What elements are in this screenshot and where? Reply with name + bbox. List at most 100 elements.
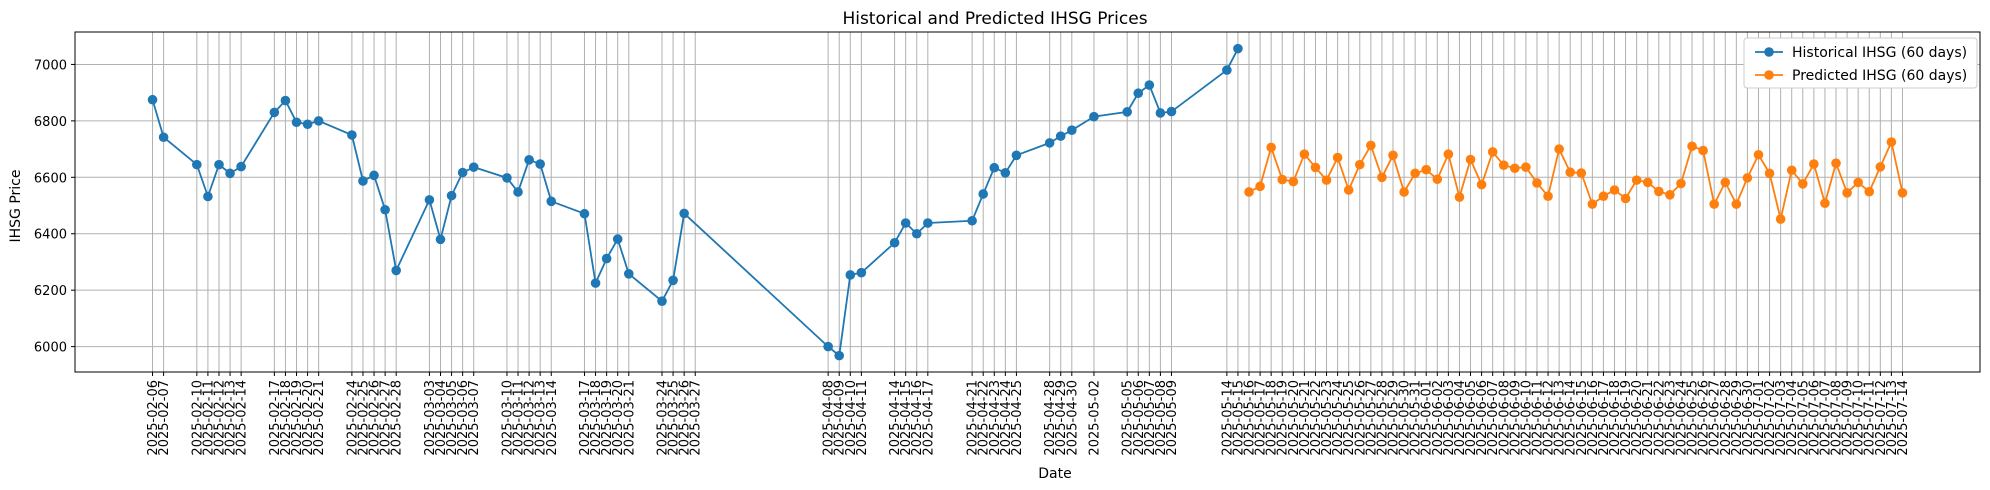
x-tick-label: 2025-07-02 (1763, 380, 1778, 456)
data-point (579, 208, 590, 219)
x-tick-label: 2025-04-30 (1065, 380, 1080, 456)
x-tick-label: 2025-02-07 (157, 380, 172, 456)
plot-frame (74, 31, 1981, 373)
data-point (1698, 145, 1708, 156)
x-tick-label: 2025-05-23 (1320, 380, 1335, 456)
y-tick-label: 6400 (34, 228, 67, 243)
data-point (1642, 177, 1653, 188)
data-point (1299, 149, 1310, 159)
data-point (1764, 168, 1775, 179)
grid-layer (75, 32, 1980, 372)
x-tick-label: 2025-07-03 (1774, 380, 1789, 456)
x-tick-label: 2025-03-12 (523, 380, 538, 456)
x-tick-label: 2025-02-28 (390, 380, 405, 456)
data-point (1266, 142, 1276, 153)
y-tick-label: 6000 (34, 341, 67, 356)
y-tick-label: 6800 (34, 115, 67, 130)
data-point (1875, 162, 1886, 172)
data-point (391, 265, 401, 276)
x-tick-label: 2025-07-12 (1874, 380, 1889, 456)
x-tick-label: 2025-05-08 (1154, 380, 1169, 456)
data-point (1831, 158, 1841, 169)
data-point (1897, 188, 1908, 198)
data-point (1476, 179, 1487, 190)
data-point (1521, 162, 1531, 172)
legend-label-predicted: Predicted IHSG (60 days) (1792, 68, 1967, 84)
x-tick-label: 2025-04-22 (977, 380, 992, 456)
data-point (1432, 174, 1443, 185)
data-point (1742, 173, 1753, 183)
data-point (1377, 172, 1387, 183)
data-point (1731, 199, 1742, 209)
x-tick-label: 2025-06-11 (1530, 380, 1545, 456)
x-tick-label: 2025-06-17 (1597, 380, 1612, 456)
x-tick-label: 2025-07-10 (1852, 380, 1867, 456)
x-tick-label: 2025-02-25 (356, 380, 371, 456)
data-point (1166, 106, 1177, 117)
data-point (1122, 107, 1132, 117)
data-point (1410, 168, 1420, 179)
data-point (1853, 177, 1863, 188)
data-point (158, 132, 169, 143)
x-tick-label: 2025-03-27 (689, 380, 704, 456)
data-point (1775, 214, 1786, 224)
x-tick-label: 2025-02-20 (301, 380, 316, 456)
data-point (978, 189, 988, 199)
data-point (1067, 125, 1077, 135)
x-tick-label: 2025-03-11 (512, 380, 527, 456)
legend-box (1743, 37, 1978, 89)
data-point (668, 275, 678, 286)
x-tick-label: 2025-03-20 (611, 380, 626, 456)
x-tick-label: 2025-03-26 (678, 380, 693, 456)
x-tick-label: 2025-05-24 (1331, 380, 1346, 456)
x-tick-label: 2025-06-05 (1464, 380, 1479, 456)
legend: Historical IHSG (60 days) Predicted IHSG… (1743, 37, 1978, 89)
data-point (1443, 149, 1454, 159)
data-point (524, 155, 534, 165)
x-tick-label: 2025-02-27 (379, 380, 394, 456)
data-point (1133, 88, 1144, 99)
x-tick-label: 2025-02-14 (235, 380, 250, 456)
x-tick-label: 2025-06-13 (1553, 380, 1568, 456)
x-tick-label: 2025-02-21 (312, 380, 327, 456)
data-point (1665, 190, 1675, 200)
x-tick-label: 2025-05-20 (1287, 380, 1302, 456)
x-tick-label: 2025-02-13 (224, 380, 239, 456)
x-tick-label: 2025-06-21 (1641, 380, 1656, 456)
data-point (1864, 186, 1875, 197)
x-tick-label: 2025-03-14 (545, 380, 560, 456)
data-point (1421, 164, 1432, 175)
data-point (1510, 163, 1520, 174)
x-tick-label: 2025-05-30 (1398, 380, 1413, 456)
x-tick-label: 2025-06-09 (1508, 380, 1523, 456)
data-point (269, 107, 280, 118)
x-tick-label: 2025-03-05 (445, 380, 460, 456)
data-point (1687, 141, 1697, 152)
x-tick-label: 2025-02-17 (268, 380, 283, 456)
data-point (1676, 178, 1686, 189)
x-tick-label: 2025-04-08 (822, 380, 837, 456)
data-point (513, 187, 523, 197)
data-point (1576, 168, 1587, 178)
data-point (823, 341, 833, 352)
x-tick-label: 2025-07-07 (1818, 380, 1833, 456)
data-point (967, 215, 977, 226)
data-point (1543, 191, 1553, 202)
x-tick-label: 2025-06-29 (1730, 380, 1745, 456)
x-tick-label: 2025-05-26 (1353, 380, 1368, 456)
x-tick-label: 2025-06-03 (1442, 380, 1457, 456)
data-point (313, 116, 324, 126)
x-tick-label: 2025-06-16 (1586, 380, 1601, 456)
x-tick-label: 2025-07-06 (1807, 380, 1822, 456)
data-point (457, 167, 468, 178)
data-point (679, 208, 689, 219)
x-tick-label: 2025-07-09 (1841, 380, 1856, 456)
x-tick-label: 2025-04-09 (833, 380, 848, 456)
data-point (203, 191, 213, 202)
data-point (845, 270, 856, 280)
x-tick-label: 2025-02-10 (190, 380, 205, 456)
data-point (1255, 181, 1265, 192)
data-point (1720, 177, 1731, 188)
x-tick-label: 2025-06-10 (1519, 380, 1534, 456)
x-tick-label: 2025-05-18 (1265, 380, 1280, 456)
